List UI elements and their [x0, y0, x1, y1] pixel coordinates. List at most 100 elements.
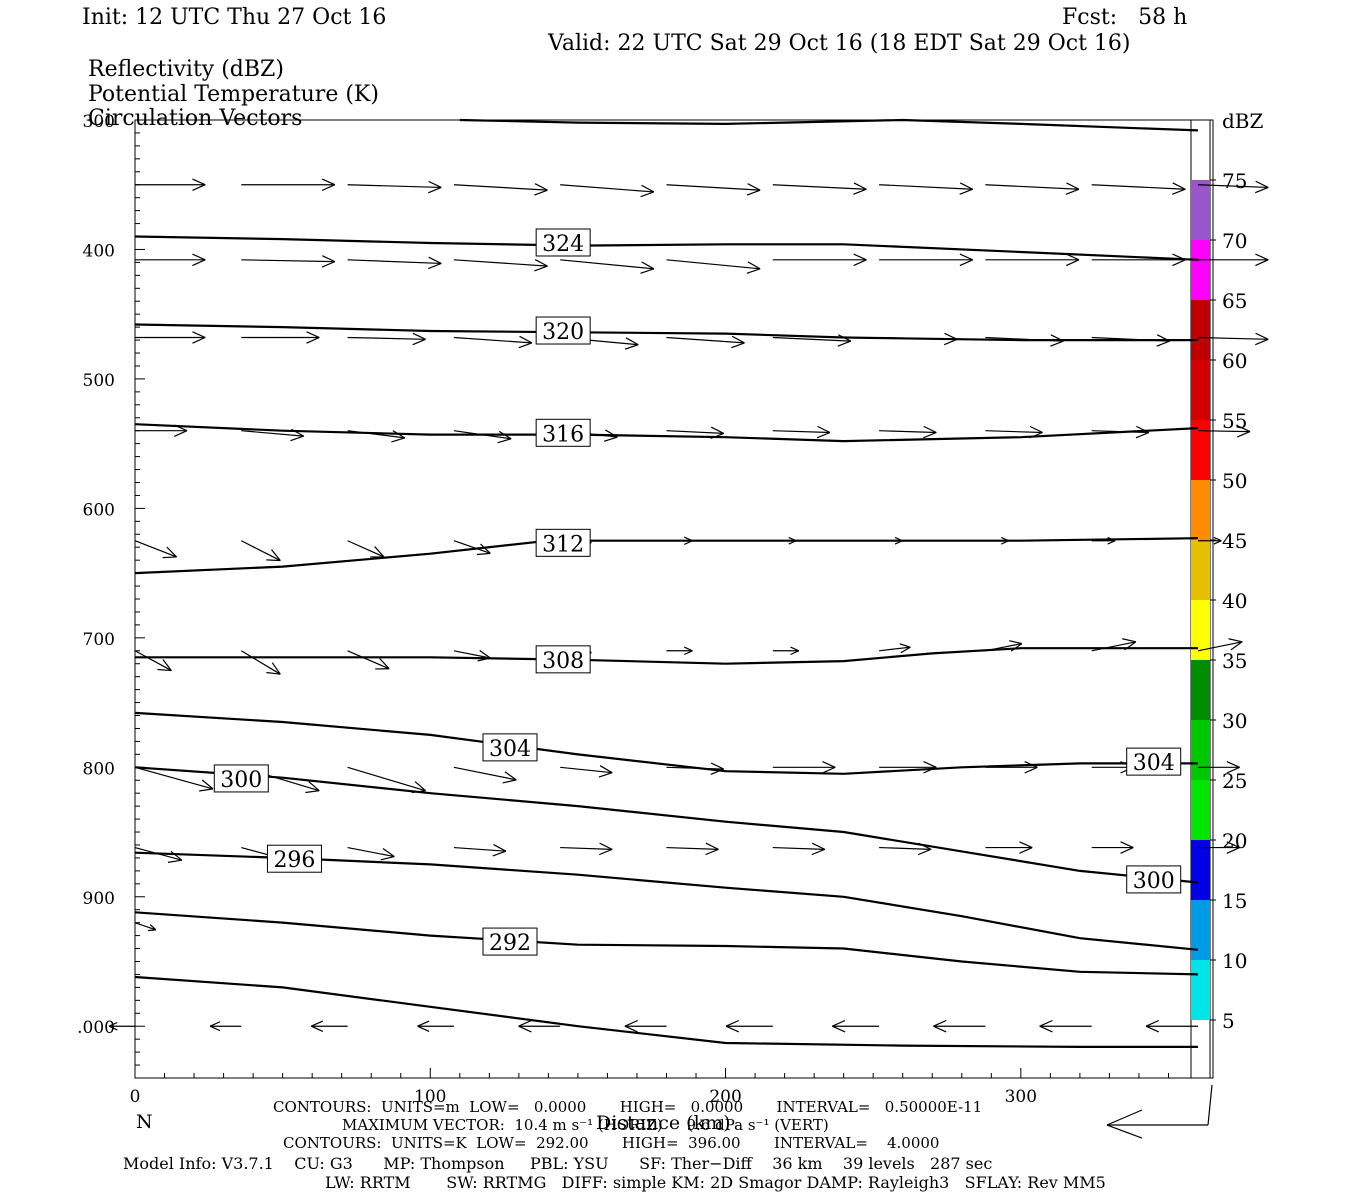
vector-arrow — [666, 183, 761, 196]
vector-arrow — [879, 253, 973, 267]
isentrope-labels: 324 320 316 312 308 304 304 300 300 296 292 — [213, 228, 1182, 956]
vector-arrow — [725, 1019, 773, 1033]
vector-arrow — [453, 183, 548, 196]
vector-arrow — [832, 1019, 880, 1033]
direction-label: N — [136, 1111, 153, 1133]
footer-max-vector: MAXIMUM VECTOR: 10.4 m s⁻¹ (HORIZ) 9.6 d… — [342, 1116, 829, 1134]
isentrope-label: 292 — [482, 927, 538, 956]
vector-arrow — [241, 428, 304, 442]
field-theta-label: Potential Temperature (K) — [88, 82, 379, 107]
colorbar-tick-label: 15 — [1222, 889, 1247, 913]
vector-arrow — [985, 841, 1033, 854]
isentrope-304 — [134, 711, 1198, 775]
svg-text:324: 324 — [542, 232, 584, 257]
vector-arrow — [1198, 761, 1240, 774]
vector-arrow — [241, 540, 281, 562]
colorbar-tick-label: 75 — [1222, 169, 1247, 193]
vector-arrow — [879, 182, 973, 195]
vector-arrow — [134, 766, 214, 792]
colorbar-band — [1191, 720, 1210, 780]
vector-arrow — [453, 844, 507, 857]
field-vectors-label: Circulation Vectors — [88, 106, 303, 131]
colorbar-unit: dBZ — [1222, 109, 1264, 133]
colorbar-band — [1191, 840, 1210, 900]
vector-arrow — [1145, 1019, 1198, 1033]
y-tick-label: 700 — [83, 630, 115, 650]
isentrope-label: 300 — [213, 764, 269, 793]
forecast-hour: Fcst: 58 h — [1062, 5, 1188, 30]
vector-arrow — [879, 643, 911, 654]
vector-arrow — [241, 255, 336, 268]
svg-text:320: 320 — [542, 320, 584, 345]
vector-arrow — [453, 430, 512, 444]
colorbar — [1190, 119, 1216, 1079]
y-tick-label: 800 — [83, 759, 115, 779]
colorbar-band — [1191, 960, 1210, 1020]
vector-arrow — [453, 649, 491, 662]
isentrope-316 — [134, 423, 1199, 443]
colorbar-band — [1191, 660, 1210, 720]
vector-arrow — [347, 430, 406, 443]
vector-arrow — [135, 331, 206, 344]
colorbar-band — [1191, 600, 1210, 660]
isentrope-324 — [134, 235, 1199, 261]
colorbar-tick-label: 45 — [1222, 529, 1247, 553]
colorbar-band — [1191, 780, 1210, 840]
svg-text:304: 304 — [489, 737, 531, 762]
isentrope-label: 304 — [1126, 747, 1182, 776]
vector-arrow — [1091, 841, 1134, 854]
colorbar-tick-label: 30 — [1222, 709, 1247, 733]
isentrope-label: 296 — [266, 844, 322, 873]
vector-arrow — [135, 253, 206, 267]
vector-arrow — [1197, 180, 1269, 194]
vector-arrow — [985, 425, 1043, 439]
footer-contours-m: CONTOURS: UNITS=m LOW= 0.0000 HIGH= 0.00… — [273, 1098, 983, 1116]
isentrope-320 — [134, 323, 1198, 342]
vector-arrow — [985, 640, 1023, 652]
svg-text:296: 296 — [273, 848, 315, 873]
vector-arrow — [1091, 638, 1137, 652]
vector-arrow — [1198, 841, 1240, 854]
vector-arrow — [666, 842, 719, 856]
colorbar-band — [1191, 420, 1210, 480]
isentrope-label: 308 — [535, 645, 591, 674]
vector-arrow — [134, 540, 178, 559]
vector-arrow — [518, 1019, 561, 1033]
chart-axes — [134, 119, 1214, 1139]
colorbar-tick-label: 70 — [1222, 229, 1247, 253]
colorbar-tick-label: 20 — [1222, 829, 1247, 853]
colorbar-tick-label: 50 — [1222, 469, 1247, 493]
x-tick-label: 0 — [130, 1087, 141, 1107]
vector-arrow — [772, 536, 797, 545]
isentrope-300 — [134, 766, 1199, 884]
vector-arrow — [347, 846, 395, 861]
vector-arrow — [772, 182, 867, 195]
y-tick-label: 300 — [83, 112, 115, 132]
vector-arrow — [347, 256, 442, 270]
plot-frame — [134, 119, 1214, 1079]
vector-arrow — [1198, 536, 1222, 545]
vector-arrow — [666, 536, 693, 546]
y-tick-label: .000 — [77, 1018, 115, 1038]
colorbar-band — [1191, 240, 1210, 300]
vector-arrow — [1197, 332, 1269, 346]
init-time: Init: 12 UTC Thu 27 Oct 16 — [82, 5, 387, 30]
svg-text:292: 292 — [489, 931, 531, 956]
vector-arrow — [560, 184, 655, 198]
vector-arrow — [134, 922, 157, 932]
vector-arrow — [1091, 334, 1170, 347]
vector-arrow — [1091, 425, 1150, 439]
colorbar-tick-label: 5 — [1222, 1009, 1235, 1033]
vector-arrow — [772, 646, 800, 656]
vector-arrow — [666, 646, 693, 656]
vector-arrow — [985, 253, 1080, 267]
vector-arrow — [1039, 1019, 1092, 1033]
vector-arrow — [1197, 638, 1243, 652]
vector-arrow — [879, 536, 903, 545]
colorbar-band — [1191, 180, 1210, 240]
vector-arrow — [417, 1020, 454, 1032]
svg-text:300: 300 — [1133, 869, 1175, 894]
vector-arrow — [453, 335, 533, 349]
vector-arrow — [1091, 253, 1186, 267]
